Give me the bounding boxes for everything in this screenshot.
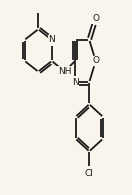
Text: NH: NH: [58, 67, 71, 76]
Text: Cl: Cl: [85, 169, 94, 178]
Text: N: N: [48, 35, 55, 44]
Text: N: N: [72, 78, 78, 87]
Text: O: O: [92, 57, 99, 66]
Text: O: O: [92, 14, 99, 23]
